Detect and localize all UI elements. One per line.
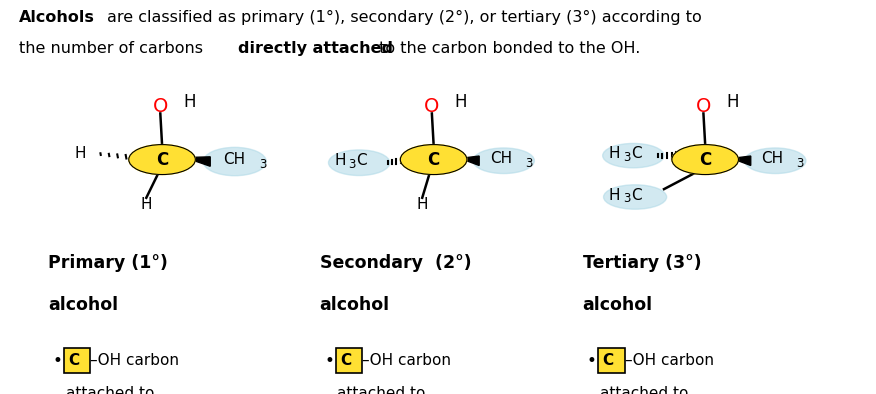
Text: •: • <box>324 351 334 370</box>
Text: H: H <box>455 93 467 112</box>
Text: H: H <box>726 93 738 112</box>
Text: alcohol: alcohol <box>48 296 118 314</box>
Text: H: H <box>140 197 152 212</box>
FancyBboxPatch shape <box>64 348 90 373</box>
Polygon shape <box>460 156 479 165</box>
Ellipse shape <box>473 148 534 174</box>
Ellipse shape <box>604 185 667 209</box>
Ellipse shape <box>603 143 664 168</box>
Text: C: C <box>156 151 168 169</box>
Text: 3: 3 <box>796 157 803 170</box>
Ellipse shape <box>745 148 806 174</box>
Text: –OH carbon: –OH carbon <box>625 353 714 368</box>
Text: 3: 3 <box>623 193 630 205</box>
Text: to the carbon bonded to the OH.: to the carbon bonded to the OH. <box>374 41 640 56</box>
Text: CH: CH <box>223 152 245 167</box>
Text: H: H <box>74 146 86 161</box>
Text: 3: 3 <box>525 157 532 170</box>
Text: alcohol: alcohol <box>583 296 653 314</box>
Text: 3: 3 <box>349 158 356 171</box>
Text: O: O <box>424 97 440 116</box>
Ellipse shape <box>328 150 390 176</box>
Text: C: C <box>68 353 80 368</box>
Text: O: O <box>696 97 711 116</box>
Text: H: H <box>416 197 428 212</box>
Text: H: H <box>183 93 195 112</box>
Text: H: H <box>335 153 346 168</box>
Text: C: C <box>631 146 641 161</box>
Text: directly attached: directly attached <box>238 41 393 56</box>
Text: CH: CH <box>761 151 783 166</box>
Text: are classified as primary (1°), secondary (2°), or tertiary (3°) according to: are classified as primary (1°), secondar… <box>107 10 702 25</box>
Text: •: • <box>53 351 62 370</box>
Ellipse shape <box>203 147 266 176</box>
Text: •: • <box>587 351 597 370</box>
Text: attached to: attached to <box>66 387 154 394</box>
Text: O: O <box>152 97 168 116</box>
Circle shape <box>672 145 738 175</box>
Polygon shape <box>731 156 751 165</box>
Text: 3: 3 <box>259 158 266 171</box>
Text: Primary (1°): Primary (1°) <box>48 254 168 272</box>
Polygon shape <box>186 157 210 166</box>
Text: C: C <box>427 151 440 169</box>
Text: –OH carbon: –OH carbon <box>90 353 180 368</box>
Text: C: C <box>357 153 367 168</box>
Text: C: C <box>603 353 614 368</box>
FancyBboxPatch shape <box>598 348 625 373</box>
Text: C: C <box>699 151 711 169</box>
Text: C: C <box>340 353 351 368</box>
Text: attached to: attached to <box>337 387 426 394</box>
Circle shape <box>129 145 195 175</box>
Circle shape <box>400 145 467 175</box>
Text: H: H <box>609 188 620 203</box>
Text: Tertiary (3°): Tertiary (3°) <box>583 254 701 272</box>
Text: alcohol: alcohol <box>320 296 390 314</box>
Text: C: C <box>631 188 641 203</box>
Text: Alcohols: Alcohols <box>19 10 95 25</box>
Text: Secondary  (2°): Secondary (2°) <box>320 254 471 272</box>
Text: H: H <box>609 146 620 161</box>
Text: CH: CH <box>490 151 512 166</box>
FancyBboxPatch shape <box>336 348 362 373</box>
Text: the number of carbons: the number of carbons <box>19 41 208 56</box>
Text: attached to: attached to <box>600 387 689 394</box>
Text: –OH carbon: –OH carbon <box>362 353 451 368</box>
Text: 3: 3 <box>623 151 630 164</box>
